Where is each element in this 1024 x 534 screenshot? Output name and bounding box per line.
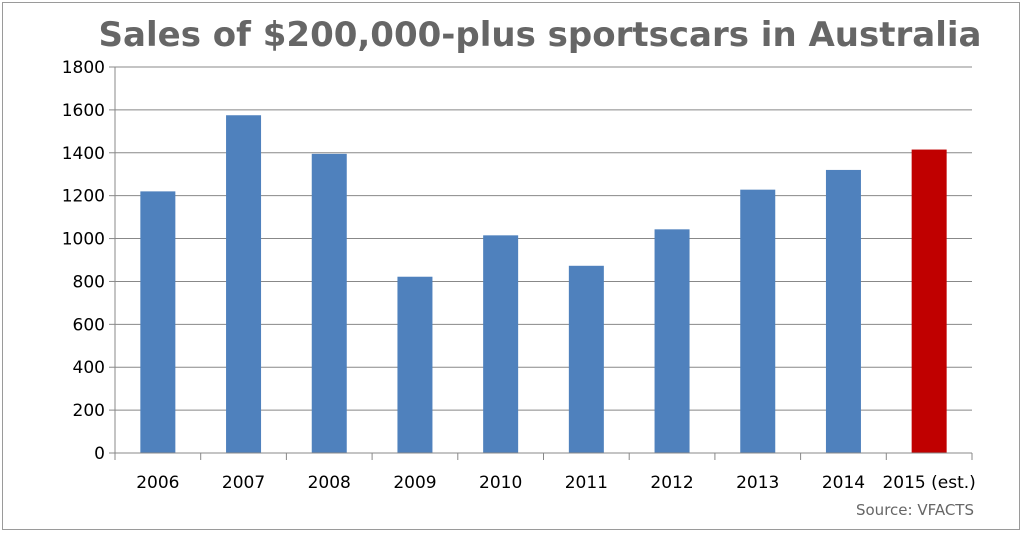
- x-tick-label: 2009: [393, 473, 436, 493]
- x-tick-label: 2006: [136, 473, 179, 493]
- y-tick-label: 600: [73, 315, 105, 335]
- x-tick-label: 2014: [822, 473, 865, 493]
- y-tick-label: 0: [94, 444, 105, 464]
- bar-2011: [568, 265, 604, 453]
- y-tick-label: 1000: [62, 230, 105, 250]
- bar-2012: [654, 229, 690, 453]
- x-tick-label: 2010: [479, 473, 522, 493]
- x-tick-label: 2015 (est.): [882, 473, 975, 493]
- y-tick-label: 1600: [62, 101, 105, 121]
- bars: [140, 115, 947, 454]
- bar-2008: [311, 153, 347, 453]
- y-axis-ticks: 0 200 400 600 800 1000 1200 1400 1600 1800: [62, 58, 115, 464]
- bar-2014: [825, 169, 861, 453]
- y-tick-label: 200: [73, 401, 105, 421]
- bar-2010: [483, 235, 519, 453]
- y-tick-label: 1800: [62, 58, 105, 78]
- x-tick-label: 2012: [650, 473, 693, 493]
- bar-2006: [140, 191, 176, 453]
- x-tick-label: 2011: [565, 473, 608, 493]
- chart-title: Sales of $200,000-plus sportscars in Aus…: [99, 15, 982, 55]
- bar-2013: [740, 189, 776, 453]
- x-tick-label: 2007: [222, 473, 265, 493]
- bar-2007: [226, 115, 262, 453]
- y-tick-label: 800: [73, 272, 105, 292]
- y-tick-label: 400: [73, 358, 105, 378]
- source-note: Source: VFACTS: [856, 501, 974, 519]
- y-tick-label: 1200: [62, 187, 105, 207]
- y-tick-label: 1400: [62, 144, 105, 164]
- bar-2015-est: [911, 149, 947, 454]
- x-tick-label: 2013: [736, 473, 779, 493]
- x-tick-label: 2008: [308, 473, 351, 493]
- bar-2009: [397, 276, 433, 453]
- x-axis-ticks: 2006 2007 2008 2009 2010 2011 2012 2013 2014 2015…: [114, 453, 976, 493]
